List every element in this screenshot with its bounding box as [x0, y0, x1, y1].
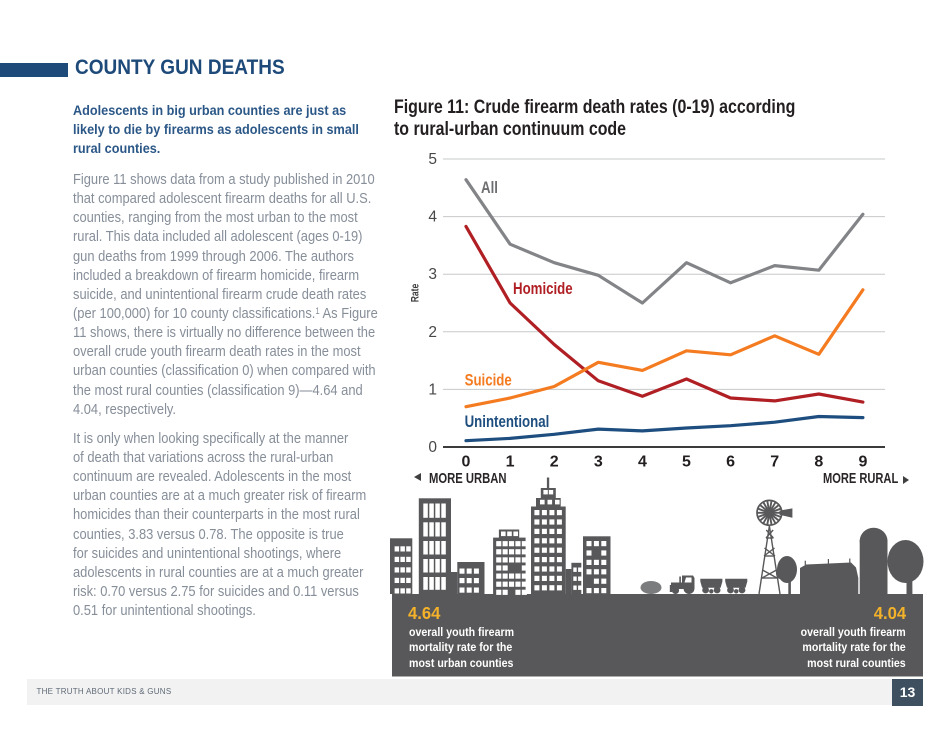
svg-text:1: 1: [428, 381, 437, 398]
svg-text:3: 3: [428, 266, 437, 283]
svg-text:3: 3: [594, 454, 603, 471]
svg-text:5: 5: [682, 454, 691, 471]
svg-text:Suicide: Suicide: [465, 371, 512, 390]
svg-text:9: 9: [858, 454, 867, 471]
svg-text:Unintentional: Unintentional: [465, 412, 550, 431]
svg-text:Rate: Rate: [409, 284, 421, 303]
svg-text:0: 0: [462, 454, 471, 471]
svg-text:4: 4: [638, 454, 647, 471]
svg-text:2: 2: [550, 454, 559, 471]
svg-text:1: 1: [506, 454, 515, 471]
svg-text:5: 5: [428, 151, 437, 168]
svg-text:2: 2: [428, 324, 437, 341]
svg-text:8: 8: [814, 454, 823, 471]
svg-text:All: All: [481, 179, 498, 198]
svg-text:4: 4: [428, 209, 437, 226]
svg-text:Homicide: Homicide: [513, 280, 573, 299]
svg-text:0: 0: [428, 439, 437, 456]
svg-text:6: 6: [726, 454, 735, 471]
svg-text:7: 7: [770, 454, 779, 471]
